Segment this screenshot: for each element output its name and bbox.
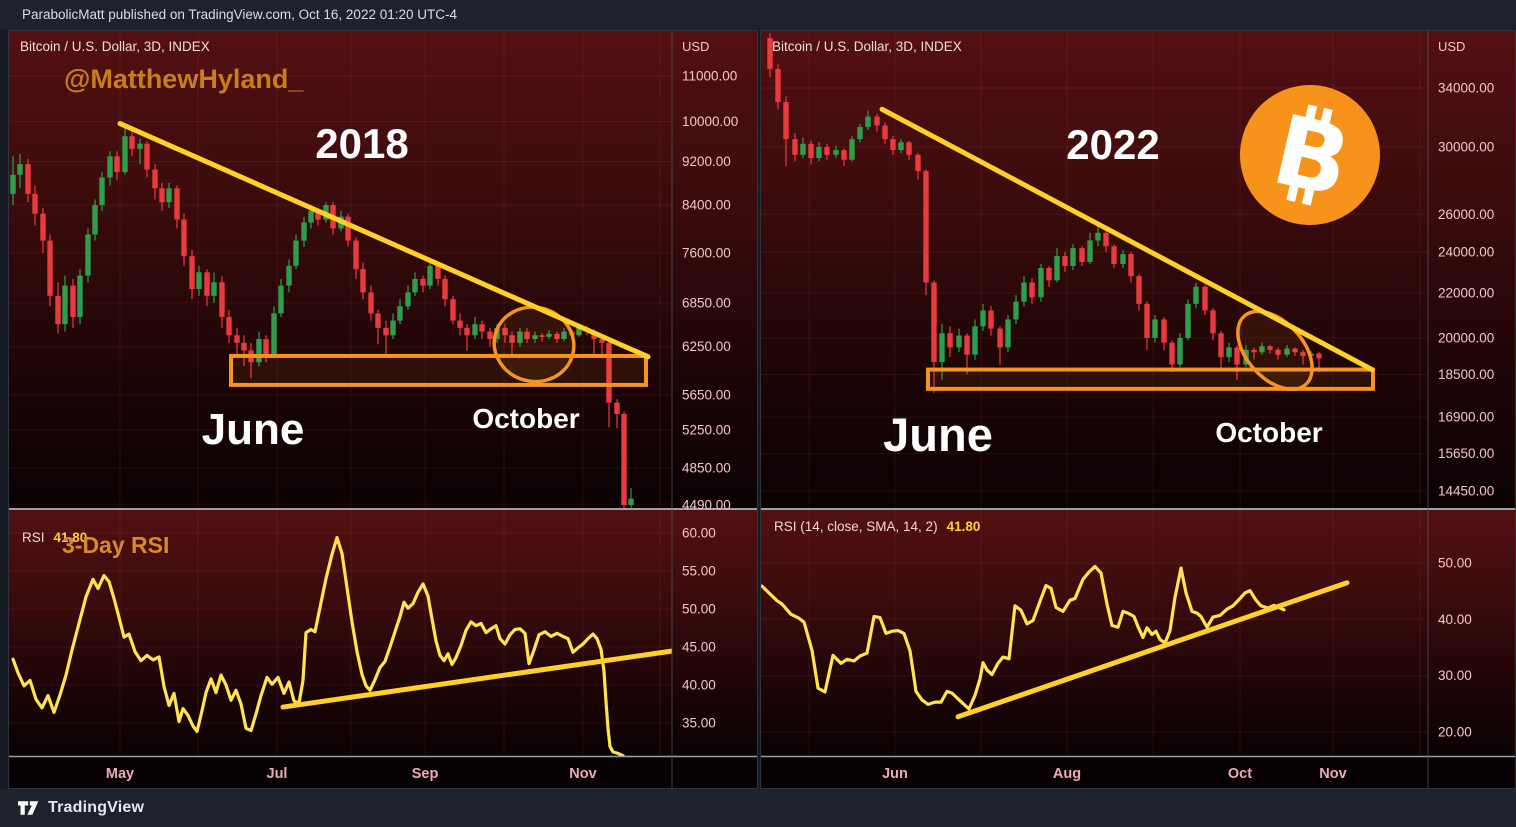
year-label: 2018 — [315, 120, 408, 167]
rsi-tick-label: 50.00 — [682, 602, 716, 617]
price-tick-label: 16900.00 — [1438, 410, 1494, 425]
symbol-title: Bitcoin / U.S. Dollar, 3D, INDEX — [772, 39, 962, 54]
rsi-line — [11, 535, 625, 756]
october-label: October — [1215, 417, 1322, 448]
rsi-tick-label: 20.00 — [1438, 725, 1472, 740]
june-label: June — [202, 405, 305, 454]
price-pane-bg — [8, 30, 758, 508]
rsi-tick-label: 45.00 — [682, 640, 716, 655]
price-tick-label: 11000.00 — [682, 69, 737, 84]
rsi-big-label: 3-Day RSI — [62, 532, 169, 558]
rsi-pane-bg — [760, 510, 1516, 756]
bitcoin-logo-icon: B — [1240, 85, 1380, 225]
rsi-line — [760, 564, 1286, 711]
price-tick-label: 22000.00 — [1438, 286, 1494, 301]
june-label: June — [883, 408, 993, 461]
rsi-tick-label: 55.00 — [682, 564, 716, 579]
october-label: October — [472, 403, 579, 434]
price-tick-label: 7600.00 — [682, 246, 731, 261]
price-tick-label: 14450.00 — [1438, 484, 1494, 499]
price-tick-label: 15650.00 — [1438, 446, 1494, 461]
time-axis-bg — [8, 757, 758, 789]
month-label: Nov — [569, 766, 596, 782]
price-tick-label: 34000.00 — [1438, 81, 1494, 96]
price-tick-label: 10000.00 — [682, 114, 738, 129]
month-label: Jun — [882, 766, 908, 782]
rsi-trendline — [955, 580, 1350, 720]
chart-border — [8, 30, 758, 789]
tradingview-brand-text: TradingView — [48, 799, 145, 816]
month-label: Nov — [1319, 766, 1346, 782]
price-tick-label: 9200.00 — [682, 154, 731, 169]
tradingview-logo-icon — [18, 801, 39, 815]
rsi-tick-label: 30.00 — [1438, 668, 1472, 683]
brand-bar: TradingView — [0, 789, 1516, 827]
rsi-indicator-label: RSI (14, close, SMA, 14, 2) 41.80 — [774, 519, 980, 534]
price-tick-label: 20000.00 — [1438, 330, 1494, 345]
rsi-tick-label: 60.00 — [682, 526, 716, 541]
candlestick-series — [10, 124, 634, 508]
rsi-tick-label: 40.00 — [682, 678, 716, 693]
price-tick-label: 6850.00 — [682, 295, 731, 310]
price-pane-bg — [760, 30, 1516, 508]
symbol-title: Bitcoin / U.S. Dollar, 3D, INDEX — [20, 39, 210, 54]
currency-label: USD — [682, 39, 709, 54]
price-tick-label: 18500.00 — [1438, 367, 1494, 382]
chart-2018: USD 11000.00 10000.00 9200.00 8400.00 7600.00… — [8, 30, 758, 789]
descending-trendline — [117, 121, 651, 360]
watermark-handle: @MatthewHyland_ — [64, 64, 304, 94]
rsi-tick-label: 35.00 — [682, 716, 716, 731]
rsi-trendline — [280, 648, 672, 710]
descending-trendline — [879, 106, 1375, 373]
month-label: Oct — [1228, 766, 1252, 782]
price-tick-label: 5650.00 — [682, 387, 731, 402]
rsi-plot — [760, 564, 1350, 720]
price-tick-label: 24000.00 — [1438, 245, 1494, 260]
price-tick-label: 4490.00 — [682, 498, 731, 513]
price-tick-label: 8400.00 — [682, 198, 731, 213]
rsi-plot — [11, 535, 672, 756]
rsi-pane-bg — [8, 510, 758, 756]
month-label: Jul — [267, 766, 288, 782]
price-tick-label: 26000.00 — [1438, 207, 1494, 222]
publish-text: ParabolicMatt published on TradingView.c… — [22, 7, 457, 22]
publish-bar: ParabolicMatt published on TradingView.c… — [0, 0, 1516, 30]
month-label: Aug — [1053, 766, 1081, 782]
support-zone-box — [229, 353, 648, 387]
price-tick-label: 4850.00 — [682, 461, 731, 476]
year-label: 2022 — [1066, 121, 1159, 168]
month-label: Sep — [412, 766, 439, 782]
time-axis-bg — [760, 757, 1516, 789]
price-tick-label: 5250.00 — [682, 423, 731, 438]
price-tick-label: 30000.00 — [1438, 139, 1494, 154]
candlestick-series — [767, 33, 1322, 393]
chart-2022: USD 34000.00 30000.00 26000.00 24000.00 22000… — [760, 30, 1516, 789]
rsi-tick-label: 50.00 — [1438, 556, 1472, 571]
rsi-tick-label: 40.00 — [1438, 612, 1472, 627]
month-label: May — [106, 766, 134, 782]
rsi-indicator-label: RSI 41.80 — [22, 530, 87, 545]
currency-label: USD — [1438, 39, 1465, 54]
price-tick-label: 6250.00 — [682, 339, 731, 354]
